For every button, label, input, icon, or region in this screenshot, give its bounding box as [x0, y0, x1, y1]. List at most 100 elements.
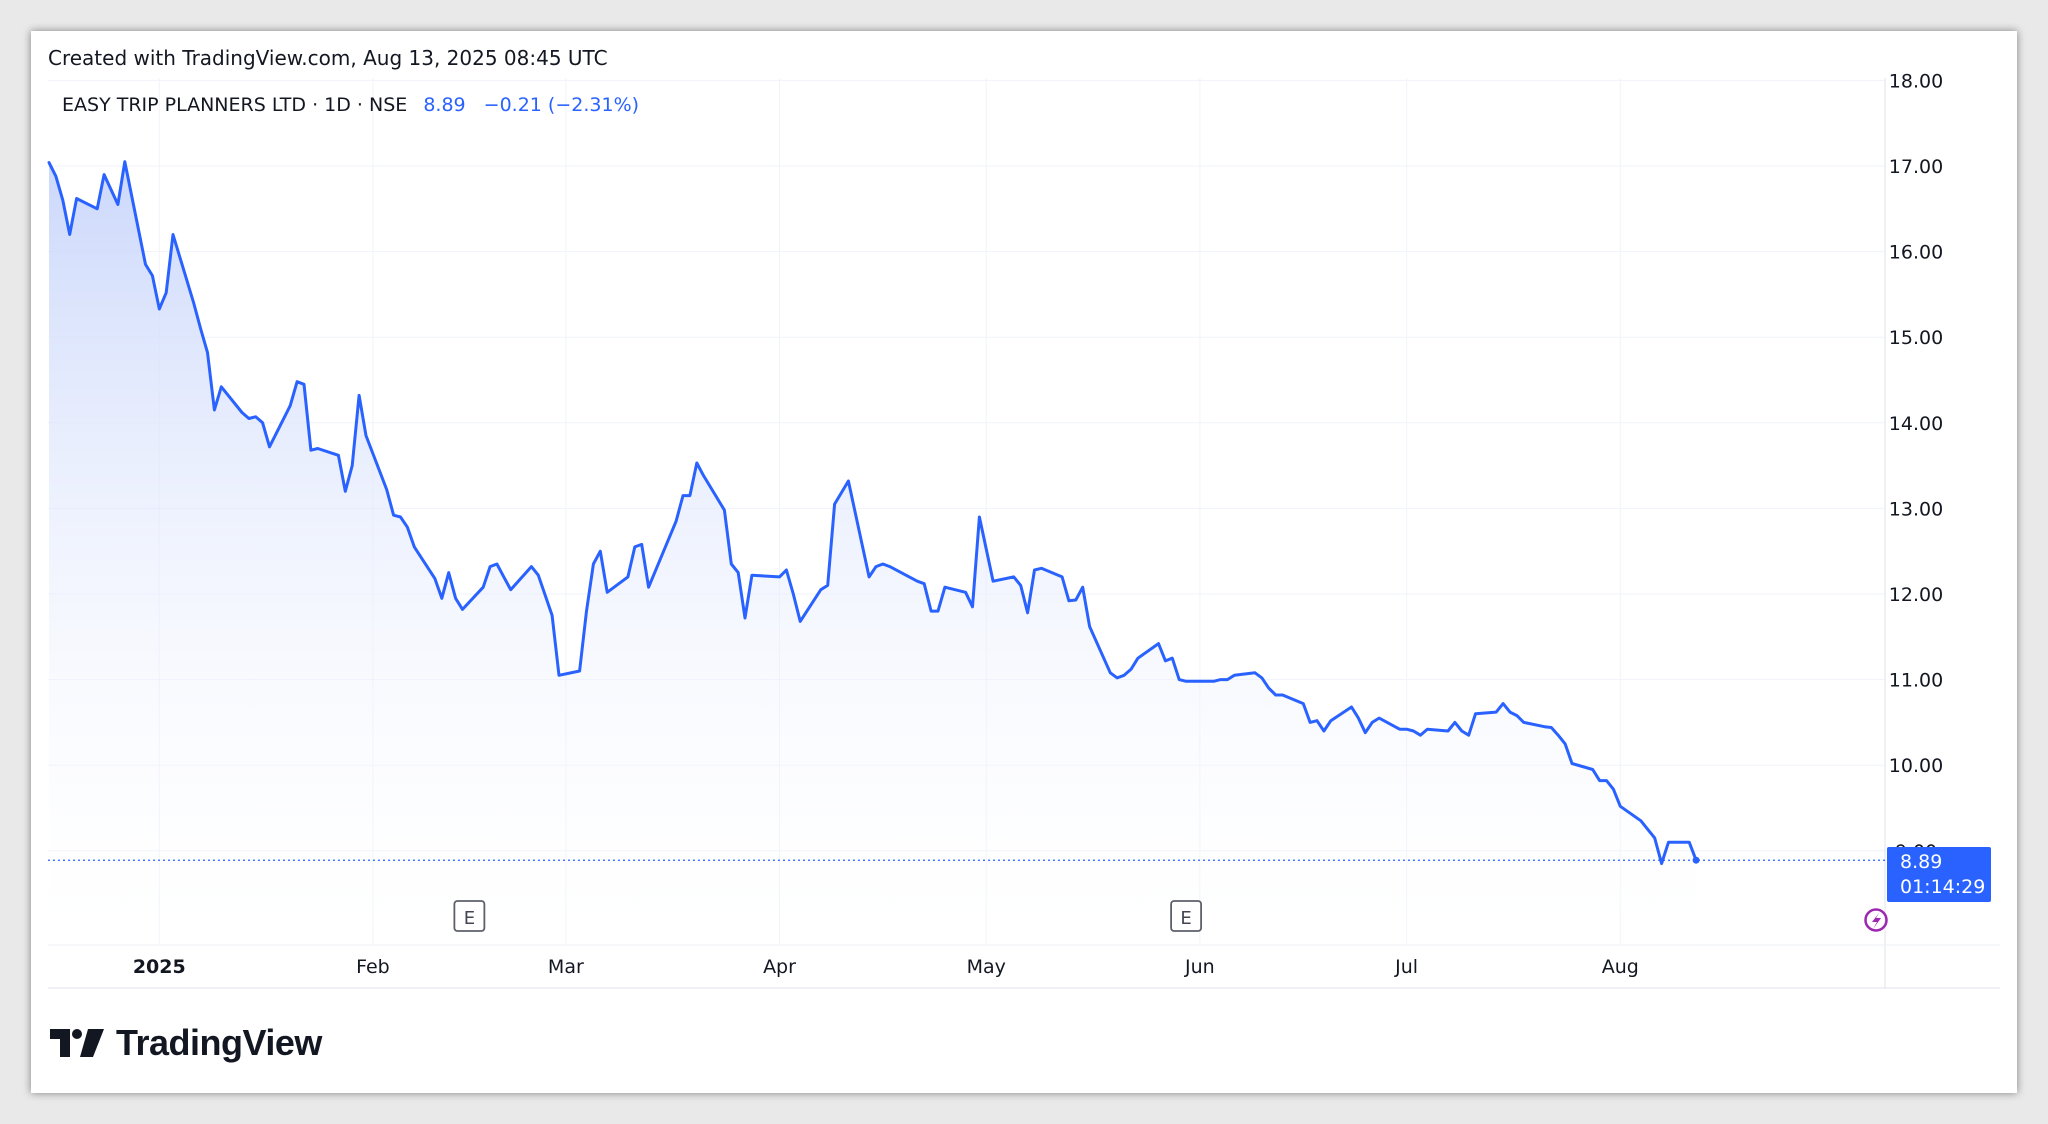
price-point: [868, 575, 871, 578]
last-price-dot: [1692, 856, 1700, 864]
price-point: [833, 503, 836, 506]
price-point: [399, 516, 402, 519]
price-point: [1357, 717, 1360, 720]
price-point: [1371, 721, 1374, 724]
time-axis[interactable]: 2025 Feb Mar Apr May Jun Jul Aug: [133, 956, 1639, 978]
price-point: [1026, 611, 1029, 614]
price-point: [1412, 730, 1415, 733]
price-point: [1515, 714, 1518, 717]
price-point: [96, 207, 99, 210]
price-point: [454, 597, 457, 600]
price-point: [48, 161, 51, 164]
price-point: [1364, 731, 1367, 734]
price-point: [971, 605, 974, 608]
price-point: [1178, 678, 1181, 681]
price-point: [206, 351, 209, 354]
price-point: [1646, 828, 1649, 831]
price-point: [1281, 694, 1284, 697]
price-point: [220, 385, 223, 388]
price-point: [1019, 584, 1022, 587]
price-point: [103, 173, 106, 176]
price-point: [1074, 599, 1077, 602]
price-point: [1419, 734, 1422, 737]
price-point: [1591, 768, 1594, 771]
x-tick-label: Feb: [356, 956, 390, 978]
price-point: [1329, 719, 1332, 722]
price-point: [509, 588, 512, 591]
legend-change: −0.21 (−2.31%): [483, 94, 640, 116]
price-point: [413, 545, 416, 548]
y-tick-label: 14.00: [1889, 413, 1943, 435]
x-tick-label: Apr: [763, 956, 796, 978]
y-tick-label: 13.00: [1889, 498, 1943, 520]
price-point: [75, 197, 78, 200]
price-point: [172, 233, 175, 236]
price-point: [626, 575, 629, 578]
price-point: [165, 291, 168, 294]
price-point: [247, 417, 250, 420]
price-point: [647, 586, 650, 589]
price-point: [1302, 702, 1305, 705]
price-point: [1495, 711, 1498, 714]
y-tick-label: 12.00: [1889, 584, 1943, 606]
price-point: [365, 434, 368, 437]
last-price-line: [48, 856, 1885, 864]
earnings-marker-label: E: [464, 908, 475, 929]
price-point: [392, 514, 395, 517]
price-point: [358, 394, 361, 397]
last-price-value: 8.89: [1900, 851, 1943, 873]
price-point: [1254, 671, 1257, 674]
earnings-marker[interactable]: [453, 900, 486, 932]
price-point: [1509, 711, 1512, 714]
price-axis[interactable]: 18.00 17.00 16.00 15.00 14.00 13.00 12.00 11.00…: [1889, 70, 1943, 862]
earnings-marker[interactable]: [1170, 900, 1202, 932]
price-point: [730, 563, 733, 566]
symbol-legend[interactable]: EASY TRIP PLANNERS LTD · 1D · NSE 8.89 −…: [62, 94, 639, 116]
price-point: [881, 563, 884, 566]
price-point: [702, 474, 705, 477]
price-point: [261, 421, 264, 424]
price-point: [688, 494, 691, 497]
price-point: [1398, 728, 1401, 731]
price-point: [337, 454, 340, 457]
price-point: [551, 614, 554, 617]
x-tick-label: May: [967, 956, 1006, 978]
price-point: [1426, 728, 1429, 731]
price-point: [1619, 805, 1622, 808]
price-point: [888, 565, 891, 568]
lightning-icon[interactable]: [1864, 908, 1888, 932]
price-point: [1309, 721, 1312, 724]
price-point: [1474, 712, 1477, 715]
y-tick-label: 16.00: [1889, 242, 1943, 264]
y-tick-label: 17.00: [1889, 156, 1943, 178]
price-point: [309, 449, 312, 452]
price-point: [192, 302, 195, 305]
price-point: [1660, 862, 1663, 865]
price-point: [296, 380, 299, 383]
price-point: [1067, 599, 1070, 602]
tradingview-logo[interactable]: TradingView: [50, 1022, 322, 1064]
price-point: [1447, 730, 1450, 733]
price-point: [992, 580, 995, 583]
price-point: [158, 308, 161, 311]
price-point: [1350, 706, 1353, 709]
price-point: [433, 577, 436, 580]
price-point: [1219, 678, 1222, 681]
price-point: [1564, 742, 1567, 745]
y-tick-label: 15.00: [1889, 327, 1943, 349]
price-point: [785, 569, 788, 572]
price-point: [1502, 702, 1505, 705]
price-point: [495, 563, 498, 566]
price-point: [585, 610, 588, 613]
price-point: [1274, 694, 1277, 697]
price-point: [778, 575, 781, 578]
x-tick-label: Mar: [548, 956, 584, 978]
price-point: [819, 588, 822, 591]
x-tick-label: 2025: [133, 956, 186, 978]
price-point: [695, 462, 698, 465]
price-point: [1522, 721, 1525, 724]
price-point: [213, 409, 216, 412]
price-point: [116, 203, 119, 206]
